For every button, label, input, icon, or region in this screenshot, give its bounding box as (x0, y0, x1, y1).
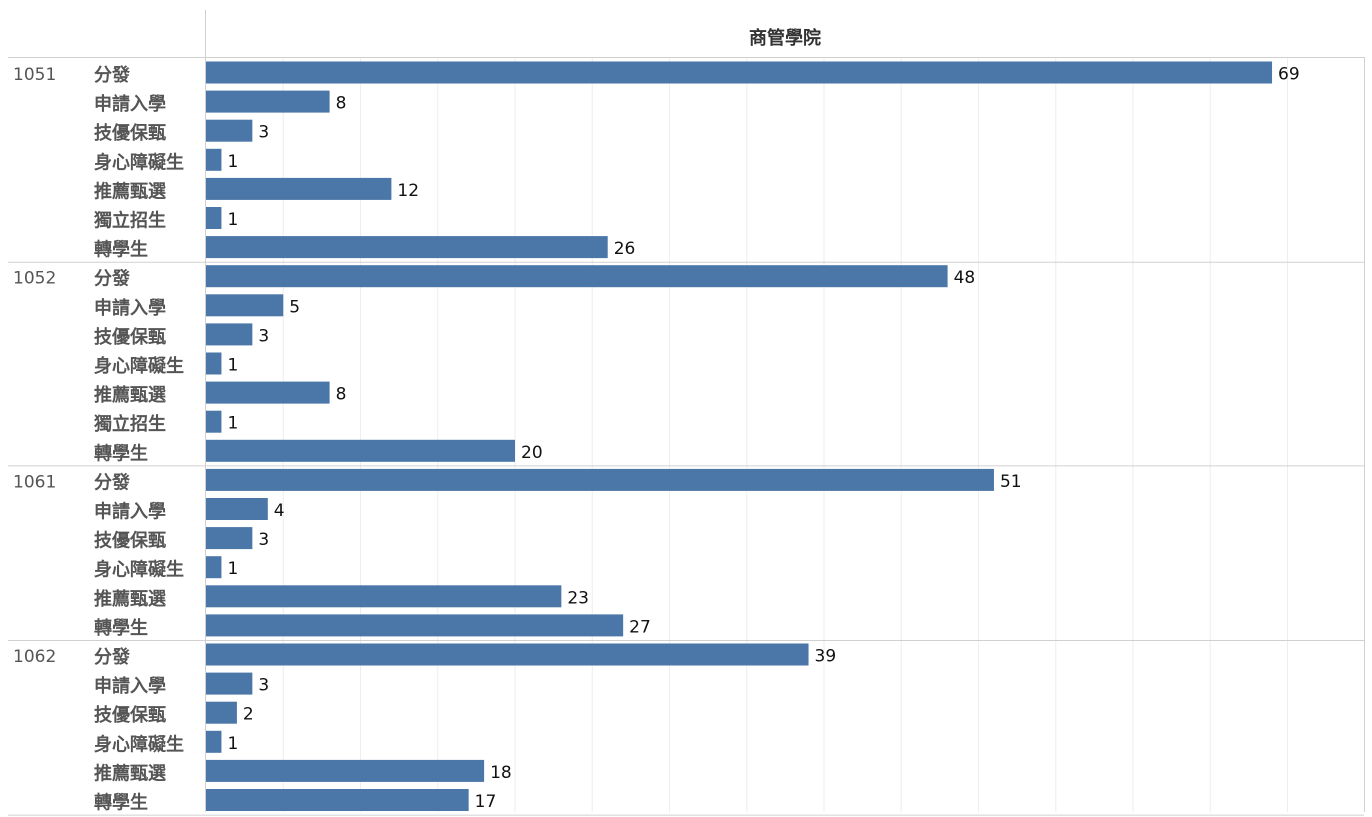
value-label: 48 (954, 268, 976, 288)
value-label: 1 (227, 734, 238, 754)
value-label: 8 (336, 94, 347, 114)
year-label: 1051 (13, 65, 56, 85)
bar (206, 468, 994, 491)
value-label: 12 (397, 181, 419, 201)
category-label: 申請入學 (94, 297, 166, 319)
bar (206, 585, 562, 608)
value-label: 1 (227, 414, 238, 434)
year-label: 1052 (13, 269, 56, 289)
value-label: 3 (258, 123, 269, 143)
category-label: 申請入學 (94, 93, 166, 115)
bar (206, 556, 222, 579)
bar (206, 323, 253, 346)
category-label: 分發 (94, 471, 131, 493)
bar (206, 352, 222, 375)
value-label: 3 (258, 326, 269, 346)
category-label: 技優保甄 (94, 122, 166, 144)
value-label: 2 (243, 705, 254, 725)
category-label: 分發 (94, 268, 131, 290)
year-label: 1062 (13, 647, 56, 667)
bar (206, 701, 237, 724)
category-label: 技優保甄 (94, 704, 166, 726)
category-label: 分發 (94, 646, 131, 668)
category-label: 申請入學 (94, 501, 166, 523)
bar (206, 498, 268, 520)
value-label: 1 (227, 559, 238, 579)
category-label: 分發 (94, 64, 131, 86)
value-label: 23 (567, 588, 589, 608)
category-label: 身心障礙生 (94, 733, 184, 755)
category-label: 獨立招生 (93, 210, 166, 232)
bar (206, 614, 624, 637)
category-label: 身心障礙生 (94, 151, 184, 173)
category-label: 轉學生 (94, 442, 148, 464)
category-label: 身心障礙生 (94, 355, 184, 377)
value-label: 39 (815, 647, 837, 667)
bar (206, 730, 222, 753)
category-label: 推薦甄選 (94, 588, 166, 610)
column-header: 商管學院 (749, 27, 821, 49)
category-label: 獨立招生 (93, 413, 166, 435)
bar (206, 207, 222, 229)
bar (206, 439, 515, 462)
value-label: 20 (521, 443, 543, 463)
category-label: 轉學生 (94, 617, 148, 639)
bar (206, 61, 1273, 84)
value-label: 51 (1000, 472, 1022, 492)
value-label: 3 (258, 676, 269, 696)
value-label: 1 (227, 210, 238, 230)
gridlines (282, 58, 1288, 812)
bar (206, 527, 253, 550)
bar (206, 265, 948, 288)
bar (206, 643, 809, 666)
category-label: 推薦甄選 (94, 762, 166, 784)
category-label: 推薦甄選 (94, 180, 166, 202)
value-label: 69 (1278, 65, 1300, 85)
value-label: 3 (258, 530, 269, 550)
category-label: 轉學生 (94, 239, 148, 261)
bar (206, 759, 485, 782)
bar (206, 90, 330, 113)
category-label: 轉學生 (94, 792, 148, 814)
chart-frame (8, 10, 1365, 812)
value-label: 17 (475, 792, 497, 812)
year-label: 1061 (13, 472, 56, 492)
value-label: 4 (274, 501, 285, 521)
bar (206, 410, 222, 433)
bar (206, 381, 330, 404)
bar (206, 148, 222, 171)
bar (206, 236, 608, 259)
value-label: 27 (629, 617, 651, 637)
category-label: 申請入學 (94, 675, 166, 697)
category-label: 推薦甄選 (94, 384, 166, 406)
value-label: 5 (289, 297, 300, 317)
value-label: 18 (490, 763, 512, 783)
bar (206, 294, 284, 317)
value-label: 8 (336, 385, 347, 405)
bar (206, 119, 253, 142)
value-label: 1 (227, 152, 238, 172)
category-label: 技優保甄 (94, 326, 166, 348)
category-label: 技優保甄 (94, 530, 166, 552)
bar (206, 672, 253, 695)
value-label: 1 (227, 356, 238, 376)
bar (206, 789, 469, 811)
category-label: 身心障礙生 (94, 559, 184, 581)
bar (206, 177, 392, 200)
value-label: 26 (614, 239, 636, 259)
